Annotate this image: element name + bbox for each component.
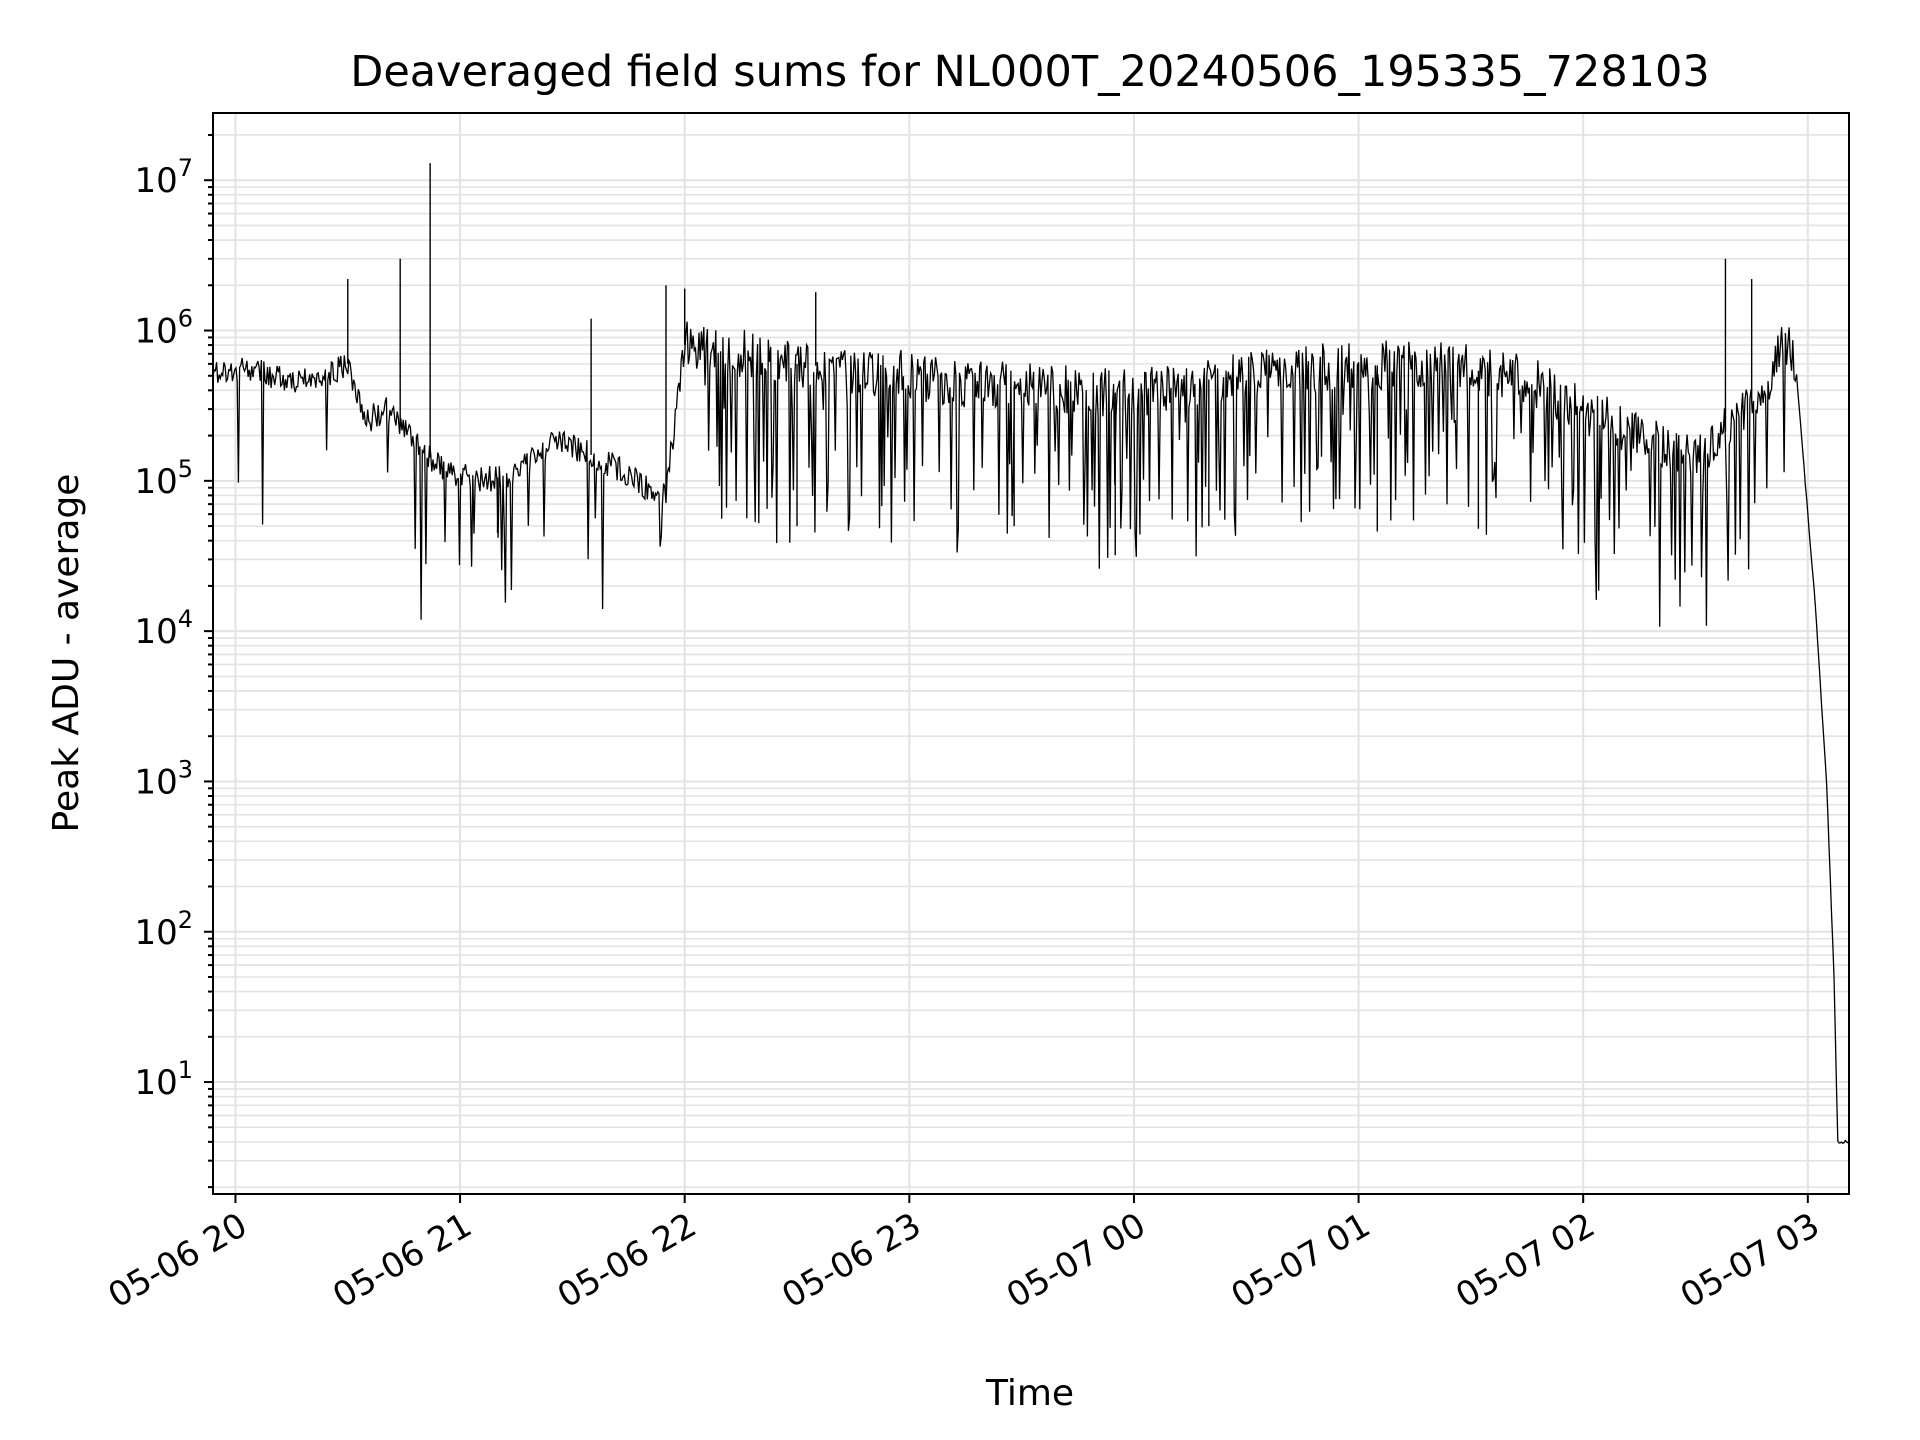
y-tick-label: 101 — [134, 1056, 193, 1103]
y-tick-label: 105 — [134, 455, 193, 502]
x-tick-label: 05-06 20 — [102, 1205, 254, 1316]
x-tick-label: 05-06 23 — [775, 1205, 927, 1316]
x-tick-label: 05-07 02 — [1449, 1205, 1601, 1316]
y-tick-label: 103 — [134, 755, 193, 802]
x-tick-label: 05-06 21 — [326, 1205, 478, 1316]
chart-title: Deaveraged field sums for NL000T_2024050… — [350, 47, 1710, 97]
x-axis-ticks: 05-06 20 05-06 21 05-06 22 05-06 23 05-07 00… — [102, 1194, 1826, 1316]
data-series — [212, 163, 1850, 1144]
plot-frame — [212, 112, 1850, 1195]
x-tick-label: 05-07 01 — [1225, 1205, 1377, 1316]
x-tick-label: 05-07 00 — [1000, 1205, 1152, 1316]
x-tick-label: 05-07 03 — [1674, 1205, 1826, 1316]
y-tick-label: 106 — [134, 305, 193, 352]
y-axis-label: Peak ADU - average — [46, 474, 87, 833]
grid-lines — [213, 113, 1849, 1194]
series-line — [212, 321, 1850, 1144]
x-axis-label: Time — [985, 1373, 1074, 1414]
y-tick-label: 102 — [134, 906, 193, 953]
y-tick-label: 104 — [134, 605, 193, 652]
x-tick-label: 05-06 22 — [551, 1205, 703, 1316]
y-axis-ticks: 101 102 103 104 105 106 107 — [134, 133, 213, 1189]
y-tick-label: 107 — [134, 154, 193, 201]
